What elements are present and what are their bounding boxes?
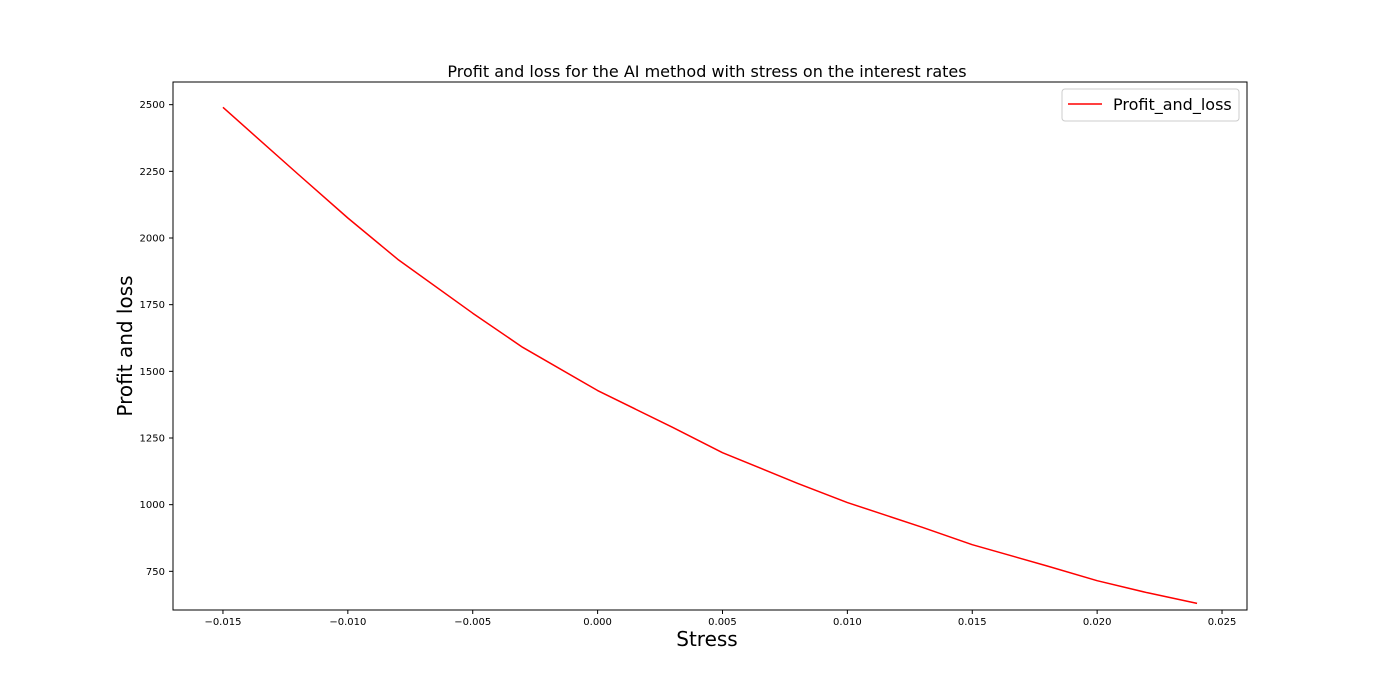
x-tick-label: −0.015	[204, 617, 241, 628]
y-tick-label: 2500	[140, 100, 165, 111]
x-tick-label: 0.015	[958, 617, 987, 628]
x-tick-label: 0.005	[708, 617, 737, 628]
plot-area	[222, 106, 1198, 605]
y-tick-label: 1500	[140, 367, 165, 378]
legend-label-profit-and-loss: Profit_and_loss	[1113, 95, 1232, 115]
plot-frame	[172, 81, 1248, 611]
chart-title: Profit and loss for the AI method with s…	[447, 62, 966, 81]
y-tick-label: 750	[146, 567, 165, 578]
x-tick-label: −0.010	[329, 617, 366, 628]
x-tick-label: −0.005	[454, 617, 491, 628]
y-tick-label: 1250	[140, 434, 165, 445]
x-tick-label: 0.000	[583, 617, 612, 628]
y-tick-label: 1750	[140, 300, 165, 311]
legend-box	[1061, 88, 1240, 122]
y-axis-label: Profit and loss	[113, 275, 137, 416]
x-tick-label: 0.025	[1208, 617, 1237, 628]
y-tick-label: 2250	[140, 167, 165, 178]
series-line-profit-and-loss	[222, 106, 1198, 605]
x-axis-label: Stress	[676, 627, 737, 651]
x-tick-label: 0.020	[1083, 617, 1112, 628]
y-tick-label: 1000	[140, 500, 165, 511]
y-axis: 750 1000 1250 1500 1750 2000 2250 2500	[140, 100, 173, 578]
x-axis: −0.015 −0.010 −0.005 0.000 0.005 0.010 0.015 0.…	[204, 610, 1236, 628]
legend: Profit_and_loss	[1061, 88, 1240, 122]
y-tick-label: 2000	[140, 234, 165, 245]
x-tick-label: 0.010	[833, 617, 862, 628]
